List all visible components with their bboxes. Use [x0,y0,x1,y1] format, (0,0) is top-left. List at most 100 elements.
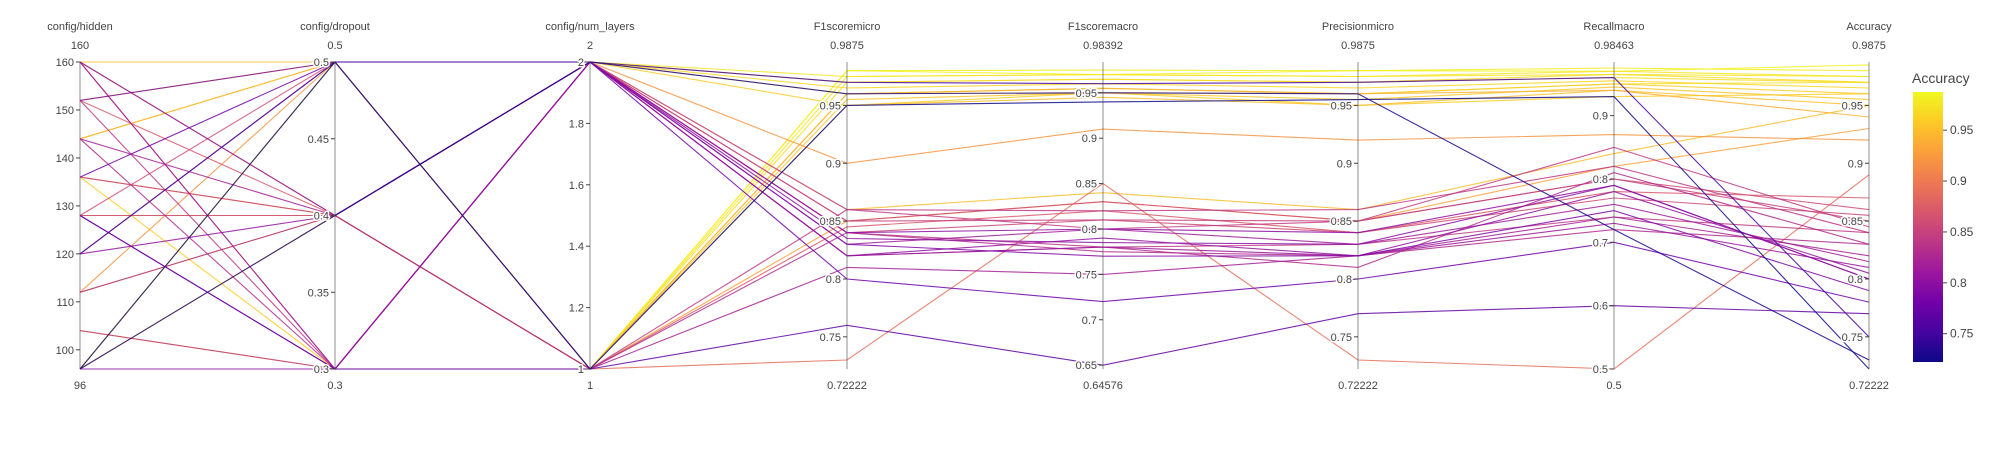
axis-max-label: 0.9875 [1341,40,1375,52]
axis-max-label: 0.5 [327,40,342,52]
tick-label: 0.9 [1593,111,1608,123]
data-line-34 [79,215,1870,370]
data-line-13 [79,61,1870,370]
axis-max-label: 0.98392 [1083,40,1123,52]
data-line-16 [79,61,1870,370]
colorbar-tick-label: 0.75 [1950,327,1974,341]
tick-label: 110 [56,297,74,309]
data-line-28 [79,61,1870,370]
tick-label: 1.8 [569,118,584,130]
tick-label: 100 [56,345,74,357]
colorbar-tick-label: 0.95 [1950,123,1974,137]
axis-2[interactable]: config/num_layers 2 11 1.2 1.4 1.6 1.8 2 [545,21,635,392]
axis-min-label: 1 [587,380,593,392]
tick-label: 1 [578,364,584,376]
data-line-30 [80,61,1870,370]
axis-5[interactable]: Precisionmicro 0.9875 0.72222 0.75 0.8 0.85 0.… [1322,21,1394,392]
axis-title: Precisionmicro [1322,21,1394,33]
tick-label: 2 [578,57,584,69]
tick-label: 0.5 [314,57,329,69]
tick-label: 0.85 [820,216,841,228]
data-line-7 [80,61,1870,217]
axis-title: F1scoremacro [1068,21,1138,33]
tick-label: 0.9 [1337,158,1352,170]
axis-title: config/hidden [47,21,112,33]
axis-max-label: 0.9875 [1852,40,1886,52]
data-line-9 [79,61,1870,370]
data-line-27 [79,61,1870,370]
data-line-35 [79,61,1870,338]
colorbar: Accuracy 0.75 0.8 0.85 0.9 0.95 [1912,70,1974,362]
data-line-36 [79,61,1870,370]
axis-max-label: 0.9875 [830,40,864,52]
tick-label: 0.75 [1331,332,1352,344]
tick-label: 0.75 [1842,332,1863,344]
axis-min-label: 0.72222 [827,380,867,392]
tick-label: 0.3 [314,364,329,376]
colorbar-gradient [1913,92,1943,362]
data-line-23 [79,61,1870,370]
axis-min-label: 0.3 [327,380,342,392]
tick-label: 0.6 [1593,301,1608,313]
data-line-17 [79,99,1870,370]
axis-min-label: 0.72222 [1338,380,1378,392]
tick-label: 0.75 [1076,269,1097,281]
tick-label: 0.7 [1082,315,1097,327]
axis-min-label: 96 [74,380,86,392]
tick-label: 0.8 [1848,274,1863,286]
data-line-26 [79,138,1870,370]
data-line-10 [79,86,1870,370]
tick-label: 0.9 [1848,158,1863,170]
tick-label: 0.9 [826,158,841,170]
tick-label: 0.8 [1337,274,1352,286]
tick-label: 0.8 [1082,224,1097,236]
data-line-21 [79,61,1870,370]
tick-label: 0.85 [1331,216,1352,228]
data-line-2 [79,61,1870,370]
tick-label: 160 [56,57,74,69]
axis-title: Accuracy [1846,21,1892,33]
tick-label: 0.9 [1082,133,1097,145]
tick-label: 120 [56,249,74,261]
tick-label: 1.6 [569,180,584,192]
tick-label: 0.5 [1593,364,1608,376]
axis-max-label: 2 [587,40,593,52]
axis-title: Recallmacro [1583,21,1644,33]
tick-label: 0.95 [1842,100,1863,112]
axis-title: config/num_layers [545,21,635,33]
axis-0[interactable]: config/hidden 160 96 100 110 120 130 140 150 160 [47,21,112,392]
axes: config/hidden16096100110120130140150160c… [47,21,1892,392]
tick-label: 0.4 [314,211,329,223]
tick-label: 130 [56,201,74,213]
tick-label: 0.85 [1842,216,1863,228]
tick-label: 0.35 [308,287,329,299]
data-line-14 [79,61,1870,370]
tick-label: 0.95 [1331,100,1352,112]
axis-max-label: 160 [71,40,89,52]
tick-label: 0.95 [820,100,841,112]
colorbar-tick-label: 0.9 [1950,174,1967,188]
data-line-1 [79,61,1870,370]
axis-title: F1scoremicro [814,21,881,33]
data-line-12 [79,61,1870,370]
axis-min-label: 0.5 [1606,380,1621,392]
axis-4[interactable]: F1scoremacro 0.98392 0.64576 0.65 0.7 0.75 0.8… [1068,21,1138,392]
data-line-37 [79,61,1870,370]
axis-7[interactable]: Accuracy 0.9875 0.72222 0.75 0.8 0.85 0.9 0.95 [1840,21,1893,392]
tick-label: 0.8 [826,274,841,286]
axis-6[interactable]: Recallmacro 0.98463 0.5 0.5 0.6 0.7 0.8 0.9 [1583,21,1644,392]
data-line-11 [80,61,1870,370]
tick-label: 0.85 [1076,179,1097,191]
axis-1[interactable]: config/dropout 0.5 0.3 0.3 0.35 0.4 0.45 0.5 [300,21,370,392]
tick-label: 0.45 [308,134,329,146]
tick-label: 1.4 [569,241,584,253]
axis-3[interactable]: F1scoremicro 0.9875 0.72222 0.75 0.8 0.85 0.9 0… [814,21,881,392]
data-line-22 [79,61,1870,370]
tick-label: 0.95 [1076,88,1097,100]
data-line-5 [79,61,1870,140]
colorbar-tick-label: 0.8 [1950,276,1967,290]
axis-min-label: 0.72222 [1849,380,1889,392]
data-lines [79,61,1870,370]
tick-label: 150 [56,105,74,117]
